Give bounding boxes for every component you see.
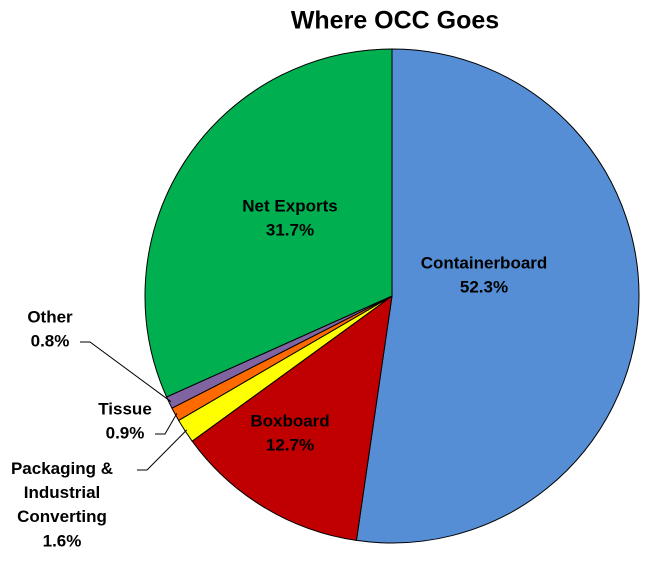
slice-label: Boxboard <box>250 411 329 430</box>
slice-value-label: 52.3% <box>460 277 508 296</box>
slice-label: Net Exports <box>242 196 337 215</box>
slice-value-label: 1.6% <box>43 531 82 550</box>
chart-title: Where OCC Goes <box>291 7 499 35</box>
slice-value-label: 0.8% <box>31 331 70 350</box>
leader-line <box>137 429 188 471</box>
slice-label: Tissue <box>98 399 152 418</box>
leader-line <box>155 413 178 435</box>
slice-label: Containerboard <box>421 253 548 272</box>
pie-slice <box>144 48 393 398</box>
pie-slice <box>355 48 640 544</box>
leader-line <box>80 341 172 403</box>
slice-value-label: 31.7% <box>266 220 314 239</box>
pie-slice <box>191 294 393 541</box>
slice-value-label: 0.9% <box>106 423 145 442</box>
slice-value-label: 12.7% <box>266 435 314 454</box>
slice-label: Other <box>27 307 73 326</box>
slice-label: Packaging & Industrial Converting <box>11 459 113 526</box>
